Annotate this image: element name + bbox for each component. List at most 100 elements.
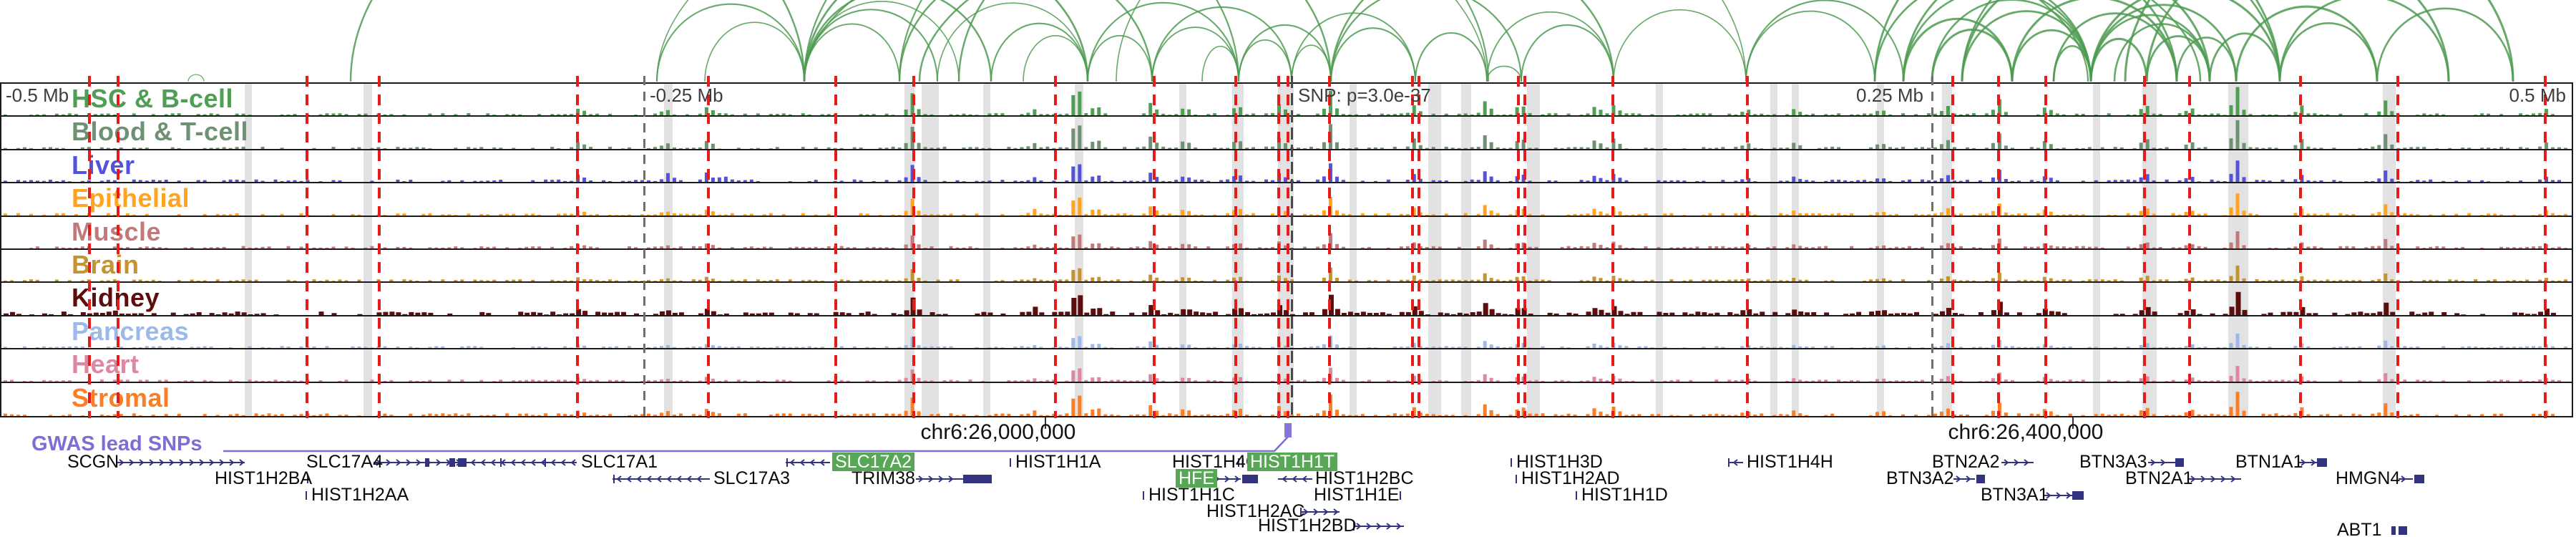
snp-position-line — [1291, 76, 1293, 418]
interaction-arc — [1087, 34, 1153, 82]
ruler-label-0.25mb: 0.25 Mb — [1856, 84, 1923, 106]
signal-bars — [3, 365, 2562, 382]
snp-red-line — [88, 76, 91, 418]
gene-label-slc17a3: SLC17A3 — [713, 468, 791, 488]
snp-red-line — [1234, 76, 1237, 418]
gene-label-btn3a2: BTN3A2 — [1886, 468, 1954, 488]
highlight-band — [2383, 84, 2396, 416]
gene-model-btn3a2 — [1953, 475, 1975, 483]
interaction-arc — [1151, 26, 1239, 82]
signal-bars — [3, 334, 2568, 349]
gene-model-slc17a1 — [467, 458, 577, 467]
gene-label-hist1h2bc: HIST1H2BC — [1315, 468, 1414, 488]
gene-label-abt1: ABT1 — [2337, 520, 2382, 537]
interaction-arc — [187, 74, 205, 82]
interaction-arc — [804, 1, 960, 82]
gene-model-hist1h2ac — [1300, 508, 1340, 516]
interaction-arc — [1745, 0, 1905, 82]
snp-red-line — [1997, 76, 2000, 418]
interaction-arc — [1330, 0, 1523, 82]
track-label-muscle: Muscle — [72, 217, 161, 247]
track-label-stromal: Stromal — [72, 382, 170, 412]
snp-red-line — [378, 76, 381, 418]
signal-bars — [29, 231, 2568, 248]
interaction-arc — [990, 22, 1089, 82]
snp-red-line — [2299, 76, 2302, 418]
snp-red-line — [1153, 76, 1156, 418]
interaction-arc — [1961, 10, 2092, 82]
signal-bars — [3, 266, 2568, 282]
gene-label-hist1h1c: HIST1H1C — [1148, 485, 1235, 505]
gene-label-btn3a1: BTN3A1 — [1981, 485, 2049, 505]
interaction-arc — [349, 0, 806, 82]
gene-label-slc17a4: SLC17A4 — [306, 452, 384, 472]
interaction-arc — [2145, 0, 2450, 82]
gene-exon-btn3a2 — [1976, 475, 1985, 483]
snp-red-line — [576, 76, 579, 418]
gene-exon-abt1 — [2399, 526, 2407, 535]
coordinate-tick — [1045, 417, 1046, 429]
snp-red-line — [1287, 76, 1289, 418]
snp-red-line — [2044, 76, 2047, 418]
snp-red-line — [1411, 76, 1414, 418]
highlight-band — [1350, 84, 1357, 416]
interaction-arc — [957, 0, 1332, 82]
track-label-brain: Brain — [72, 249, 140, 279]
highlight-band — [1792, 84, 1799, 416]
snp-red-line — [707, 76, 710, 418]
gene-label-hist1h4c: HIST1H4C — [1172, 452, 1259, 472]
signal-bars — [3, 193, 2568, 216]
snp-red-line — [1054, 76, 1057, 418]
track-label-hsc-b-cell: HSC & B-cell — [72, 84, 234, 113]
interaction-arc — [1086, 1, 1240, 82]
gene-exon-slc17a4 — [425, 458, 429, 467]
track-label-epithelial: Epithelial — [72, 183, 190, 213]
interaction-arc — [2145, 35, 2211, 82]
mb-gridline — [643, 76, 645, 418]
highlight-band — [664, 84, 673, 416]
gene-label-hist1h2ac: HIST1H2AC — [1206, 501, 1305, 521]
gene-exon-abt1 — [2391, 526, 2396, 535]
highlight-band — [1461, 84, 1471, 416]
gene-label-hist1h1a: HIST1H1A — [1015, 452, 1101, 472]
gene-model-btn2a2 — [2001, 459, 2034, 466]
snp-red-line — [117, 76, 119, 418]
highlight-band — [1770, 84, 1777, 416]
gene-exon-slc17a4 — [458, 458, 467, 467]
ruler-label-minus-0.5mb: -0.5 Mb — [6, 84, 69, 106]
highlight-band — [1179, 84, 1186, 416]
snp-red-line — [2544, 76, 2547, 418]
gene-label-hfe: HFE — [1176, 469, 1217, 488]
snp-pvalue-label: SNP: p=3.0e-37 — [1298, 84, 1431, 106]
interaction-arc — [2278, 0, 2450, 82]
highlight-band — [1656, 84, 1663, 416]
gene-model-hist1h2bc — [1278, 475, 1312, 483]
gene-label-slc17a1: SLC17A1 — [581, 452, 658, 472]
gene-model-hmgn4 — [2399, 475, 2413, 483]
interaction-arc — [803, 0, 1240, 82]
interaction-arc — [1486, 65, 1522, 82]
coordinate-label-right: chr6:26,400,000 — [1948, 420, 2104, 444]
coordinate-tick — [2072, 417, 2074, 429]
snp-red-line — [1277, 76, 1280, 418]
gwas-snp-pointer-line — [223, 436, 1289, 453]
interaction-arc — [898, 0, 1153, 82]
gene-exon-hmgn4 — [2414, 475, 2424, 483]
interaction-arc — [1330, 0, 1615, 82]
signal-epithelial — [3, 193, 2568, 216]
gene-label-hist1h3d: HIST1H3D — [1516, 452, 1603, 472]
interaction-arc — [803, 0, 1089, 82]
interaction-arc — [1520, 24, 1615, 82]
snp-red-line — [1328, 76, 1331, 418]
gene-model-btn2a1 — [2188, 475, 2241, 483]
snp-red-line — [306, 76, 308, 418]
highlight-band — [983, 84, 990, 416]
highlight-band — [245, 84, 252, 416]
interaction-arc — [2175, 37, 2238, 82]
ruler-label-0.5mb: 0.5 Mb — [2509, 84, 2567, 106]
gene-label-slc17a2: SLC17A2 — [832, 453, 915, 471]
snp-red-line — [834, 76, 837, 418]
gwas-lead-snps-label: GWAS lead SNPs — [31, 432, 203, 455]
highlight-bands-layer — [1, 84, 2572, 416]
interaction-arc — [2235, 5, 2379, 82]
